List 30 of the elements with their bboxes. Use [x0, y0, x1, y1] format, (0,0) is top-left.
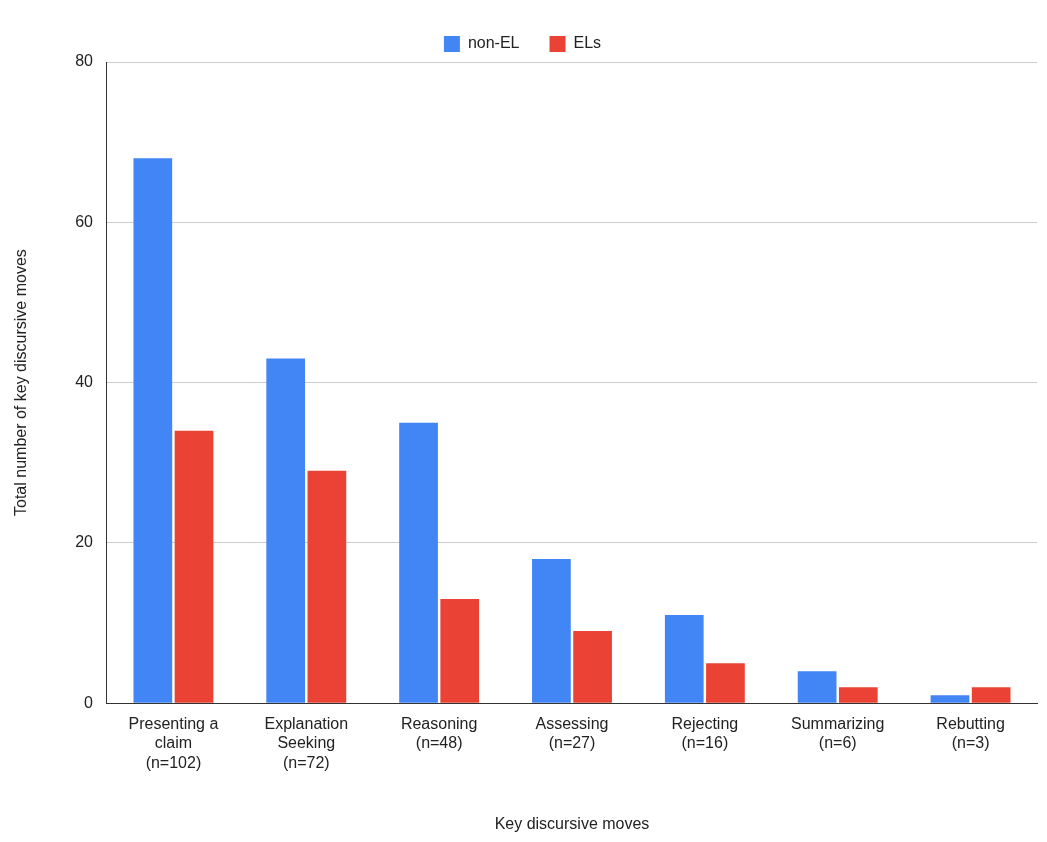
legend-label: non-EL	[467, 34, 520, 52]
bar	[971, 687, 1011, 703]
bar	[399, 422, 438, 703]
legend-label: ELs	[573, 34, 602, 52]
bar	[573, 631, 612, 703]
bar	[266, 358, 306, 703]
bar	[838, 687, 878, 703]
y-tick-label: 40	[75, 373, 94, 391]
x-tick-label: Assessing (n=27)	[535, 715, 609, 752]
x-tick-label: Rejecting (n=16)	[671, 715, 739, 752]
bar	[174, 430, 214, 703]
bar	[532, 558, 571, 703]
bar	[664, 615, 704, 703]
y-axis-title: Total number of key discursive moves	[12, 249, 30, 516]
bar	[797, 671, 837, 703]
bar	[706, 663, 745, 703]
y-tick-label: 20	[75, 533, 94, 551]
bar	[307, 470, 347, 703]
bar	[133, 158, 173, 703]
y-tick-label: 0	[84, 693, 94, 711]
x-axis-title: Key discursive moves	[494, 814, 650, 832]
x-tick-label: Presenting a claim (n=102)	[128, 715, 219, 771]
bar	[930, 695, 970, 703]
x-tick-label: Rebutting (n=3)	[936, 715, 1005, 752]
y-tick-label: 80	[75, 52, 94, 70]
bar	[440, 599, 480, 703]
y-tick-label: 60	[75, 212, 94, 230]
x-tick-label: Reasoning (n=48)	[400, 715, 478, 752]
x-tick-label: Explanation Seeking (n=72)	[264, 715, 349, 771]
x-tick-label: Summarizing (n=6)	[791, 715, 885, 752]
